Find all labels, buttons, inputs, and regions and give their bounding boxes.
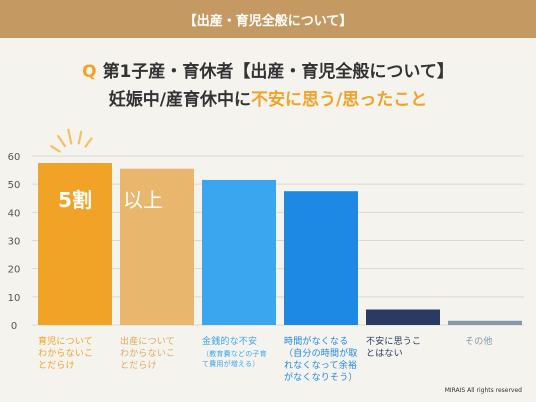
highlight-ray <box>50 145 61 153</box>
annotation-suffix: 以上 <box>123 188 163 212</box>
question-title-line2: 妊娠中/産育休中に不安に思う/思ったこと <box>0 85 536 110</box>
bar <box>120 168 194 325</box>
category-text: 金銭的な不安 <box>202 337 258 347</box>
highlight-ray <box>57 135 67 148</box>
highlight-ray <box>84 137 93 148</box>
category-label: 金銭的な不安 （教育費などの子育 て費用が増える） <box>202 336 282 369</box>
y-tick-label: 0 <box>11 321 17 332</box>
y-tick-label: 20 <box>8 265 21 276</box>
highlight-ray <box>67 128 73 145</box>
y-tick-label: 30 <box>8 237 21 248</box>
bar <box>284 191 358 325</box>
question-highlight: 不安に思う/思ったこと <box>251 90 428 110</box>
category-label: 不安に思うこ とはない <box>366 336 446 360</box>
category-text: 出産について わからないこ とだらけ <box>120 337 176 371</box>
bar <box>448 320 522 325</box>
banner-title: 【出産・育児全般について】 <box>183 13 353 29</box>
y-tick-label: 50 <box>8 180 21 191</box>
category-label: 時間がなくなる （自分の時間が取 れなくなって余裕 がなくなりそう） <box>284 336 364 384</box>
copyright-footer: MIRAIS All rights reserved <box>444 387 522 394</box>
category-subtext: （教育費などの子育 て費用が増える） <box>202 350 267 368</box>
category-label: その他 <box>465 336 536 348</box>
category-text: その他 <box>465 337 493 347</box>
question-text: 第1子産・育休者【出産・育児全般について】 <box>102 62 454 82</box>
annotation-number: 5割 <box>58 188 92 212</box>
category-label: 育児について わからないこ とだらけ <box>38 336 118 372</box>
bar <box>366 309 440 325</box>
bar <box>202 179 276 325</box>
highlight-ray <box>77 130 83 145</box>
section-banner: 【出産・育児全般について】 <box>0 0 536 38</box>
y-tick-label: 10 <box>8 293 21 304</box>
question-title-line1: Q 第1子産・育休者【出産・育児全般について】 <box>0 57 536 82</box>
question-mark: Q <box>82 62 97 82</box>
category-label: 出産について わからないこ とだらけ <box>120 336 200 372</box>
category-text: 不安に思うこ とはない <box>366 337 422 359</box>
question-prefix: 妊娠中/産育休中に <box>108 90 251 110</box>
y-tick-label: 60 <box>8 152 21 163</box>
category-text: 育児について わからないこ とだらけ <box>38 337 94 371</box>
y-tick-label: 40 <box>8 208 21 219</box>
bar <box>38 163 112 325</box>
category-text: 時間がなくなる （自分の時間が取 れなくなって余裕 がなくなりそう） <box>284 337 358 383</box>
